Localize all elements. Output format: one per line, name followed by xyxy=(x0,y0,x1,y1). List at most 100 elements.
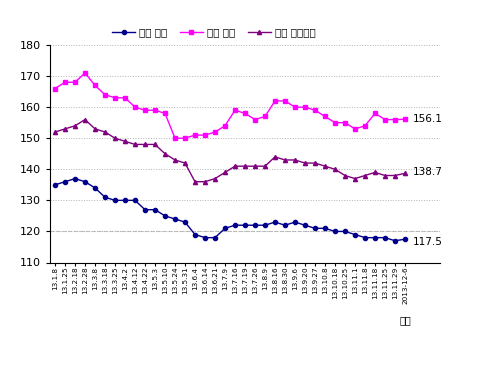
全国 长材 xyxy=(112,96,118,100)
全国 板材 xyxy=(262,223,268,228)
全国 综合指数 xyxy=(312,161,318,165)
全国 综合指数 xyxy=(302,161,308,165)
全国 综合指数 xyxy=(162,152,168,156)
全国 长材 xyxy=(352,127,358,131)
全国 长材 xyxy=(82,71,88,75)
全国 板材 xyxy=(342,229,348,234)
全国 综合指数 xyxy=(152,142,158,147)
全国 板材 xyxy=(142,207,148,212)
全国 综合指数 xyxy=(192,180,198,184)
全国 长材 xyxy=(402,117,408,122)
全国 长材 xyxy=(172,136,178,141)
全国 长材 xyxy=(312,108,318,112)
全国 综合指数 xyxy=(402,171,408,176)
全国 综合指数 xyxy=(142,142,148,147)
全国 板材 xyxy=(152,207,158,212)
全国 长材 xyxy=(62,80,68,84)
全国 长材 xyxy=(242,111,248,116)
全国 长材 xyxy=(262,114,268,119)
全国 长材 xyxy=(212,130,218,134)
全国 综合指数 xyxy=(112,136,118,141)
全国 综合指数 xyxy=(272,154,278,159)
全国 综合指数 xyxy=(202,180,208,184)
全国 板材 xyxy=(382,236,388,240)
全国 板材 xyxy=(402,237,408,242)
全国 长材 xyxy=(322,114,328,119)
全国 长材 xyxy=(202,133,208,137)
全国 板材 xyxy=(82,180,88,184)
全国 综合指数 xyxy=(232,164,238,168)
全国 综合指数 xyxy=(252,164,258,168)
全国 板材 xyxy=(312,226,318,231)
全国 综合指数 xyxy=(182,161,188,165)
全国 综合指数 xyxy=(102,130,108,134)
全国 综合指数 xyxy=(52,130,58,134)
全国 长材 xyxy=(162,111,168,116)
Line: 全国 长材: 全国 长材 xyxy=(53,71,407,140)
全国 板材 xyxy=(122,198,128,202)
全国 综合指数 xyxy=(382,173,388,178)
全国 板材 xyxy=(282,223,288,228)
全国 板材 xyxy=(72,176,78,181)
全国 板材 xyxy=(112,198,118,202)
全国 板材 xyxy=(172,217,178,221)
全国 长材 xyxy=(182,136,188,141)
全国 长材 xyxy=(362,123,368,128)
Text: 138.7: 138.7 xyxy=(413,167,443,177)
全国 综合指数 xyxy=(82,117,88,122)
全国 板材 xyxy=(322,226,328,231)
全国 综合指数 xyxy=(62,127,68,131)
全国 板材 xyxy=(192,232,198,237)
全国 综合指数 xyxy=(392,173,398,178)
全国 板材 xyxy=(222,226,228,231)
全国 综合指数 xyxy=(262,164,268,168)
全国 综合指数 xyxy=(332,167,338,171)
全国 板材 xyxy=(362,236,368,240)
全国 长材 xyxy=(72,80,78,84)
全国 综合指数 xyxy=(92,127,98,131)
全国 长材 xyxy=(392,117,398,122)
全国 综合指数 xyxy=(72,123,78,128)
全国 板材 xyxy=(212,236,218,240)
全国 长材 xyxy=(282,99,288,103)
全国 长材 xyxy=(342,120,348,125)
全国 板材 xyxy=(252,223,258,228)
全国 综合指数 xyxy=(222,170,228,175)
全国 综合指数 xyxy=(132,142,138,147)
全国 综合指数 xyxy=(342,173,348,178)
全国 长材 xyxy=(222,123,228,128)
全国 长材 xyxy=(192,133,198,137)
全国 板材 xyxy=(272,220,278,224)
全国 综合指数 xyxy=(212,176,218,181)
全国 长材 xyxy=(382,117,388,122)
全国 长材 xyxy=(132,105,138,110)
Line: 全国 板材: 全国 板材 xyxy=(53,177,407,243)
全国 板材 xyxy=(292,220,298,224)
全国 板材 xyxy=(332,229,338,234)
全国 板材 xyxy=(162,214,168,218)
全国 板材 xyxy=(372,236,378,240)
全国 综合指数 xyxy=(172,158,178,162)
全国 板材 xyxy=(52,183,58,187)
全国 板材 xyxy=(92,186,98,190)
全国 综合指数 xyxy=(242,164,248,168)
全国 长材 xyxy=(102,93,108,97)
全国 长材 xyxy=(272,99,278,103)
全国 长材 xyxy=(142,108,148,112)
全国 板材 xyxy=(232,223,238,228)
全国 长材 xyxy=(52,86,58,91)
全国 长材 xyxy=(252,117,258,122)
全国 长材 xyxy=(372,111,378,116)
全国 综合指数 xyxy=(322,164,328,168)
全国 板材 xyxy=(242,223,248,228)
Line: 全国 综合指数: 全国 综合指数 xyxy=(53,117,407,184)
全国 板材 xyxy=(102,195,108,200)
Text: 156.1: 156.1 xyxy=(413,114,443,124)
全国 长材 xyxy=(152,108,158,112)
全国 综合指数 xyxy=(292,158,298,162)
全国 长材 xyxy=(332,120,338,125)
全国 长材 xyxy=(292,105,298,110)
全国 板材 xyxy=(302,223,308,228)
Text: 预测: 预测 xyxy=(399,315,411,325)
全国 长材 xyxy=(232,108,238,112)
